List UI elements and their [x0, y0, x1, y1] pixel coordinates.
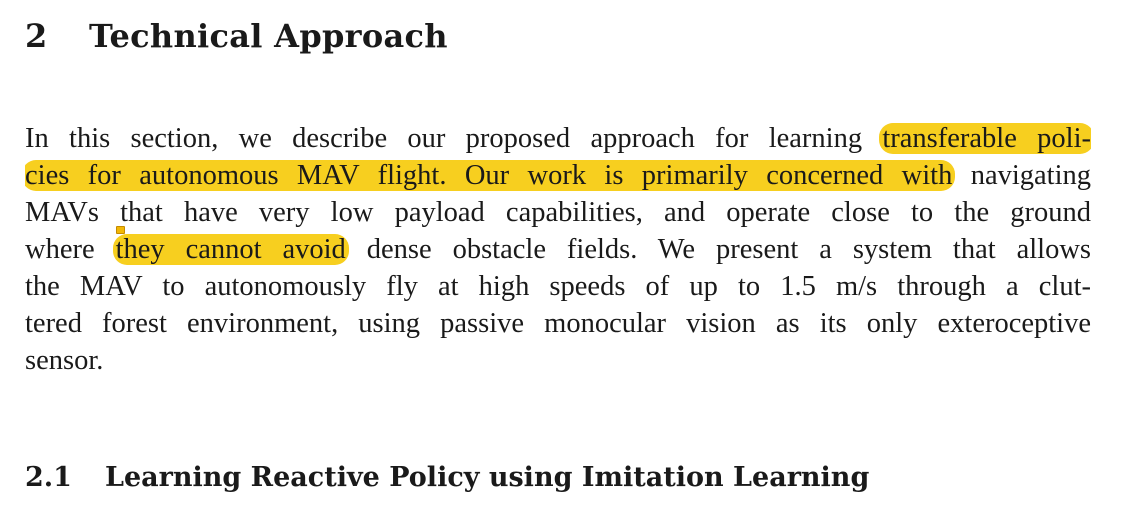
subsection-heading: 2.1 Learning Reactive Policy using Imitat… [25, 458, 869, 498]
comment-note-icon[interactable] [116, 226, 125, 234]
paragraph-line-7: sensor. [25, 345, 104, 376]
line-text: where [25, 234, 95, 265]
highlight-annotation[interactable]: transferable poli- [879, 123, 1091, 154]
paragraph-line-6: tered forest environment, using passive … [25, 308, 1091, 339]
paragraph-line-1: In this section, we describe our propose… [25, 120, 1091, 157]
subsection-title: Learning Reactive Policy using Imitation… [105, 462, 870, 493]
subsection-number: 2.1 [25, 462, 72, 493]
paragraph-line-5: the MAV to autonomously fly at high spee… [25, 271, 1091, 302]
paragraph-line-3: MAVs that have very low payload capabili… [25, 197, 1091, 228]
line-text: dense obstacle fields. We present a syst… [366, 234, 1091, 265]
section-title: Technical Approach [89, 17, 448, 55]
paragraph-line-4: where they cannot avoid dense obstacle f… [25, 231, 1091, 268]
highlight-annotation[interactable]: cies for autonomous MAV flight. Our work… [25, 160, 956, 191]
section-number: 2 [25, 17, 48, 55]
line-text: In this section, we describe our propose… [25, 123, 863, 154]
line-text: navigating [970, 160, 1091, 191]
body-paragraph: In this section, we describe our propose… [25, 120, 1091, 379]
section-heading: 2 Technical Approach [25, 14, 448, 58]
highlight-annotation[interactable]: they cannot avoid [112, 234, 349, 265]
paragraph-line-2: cies for autonomous MAV flight. Our work… [25, 157, 1091, 194]
